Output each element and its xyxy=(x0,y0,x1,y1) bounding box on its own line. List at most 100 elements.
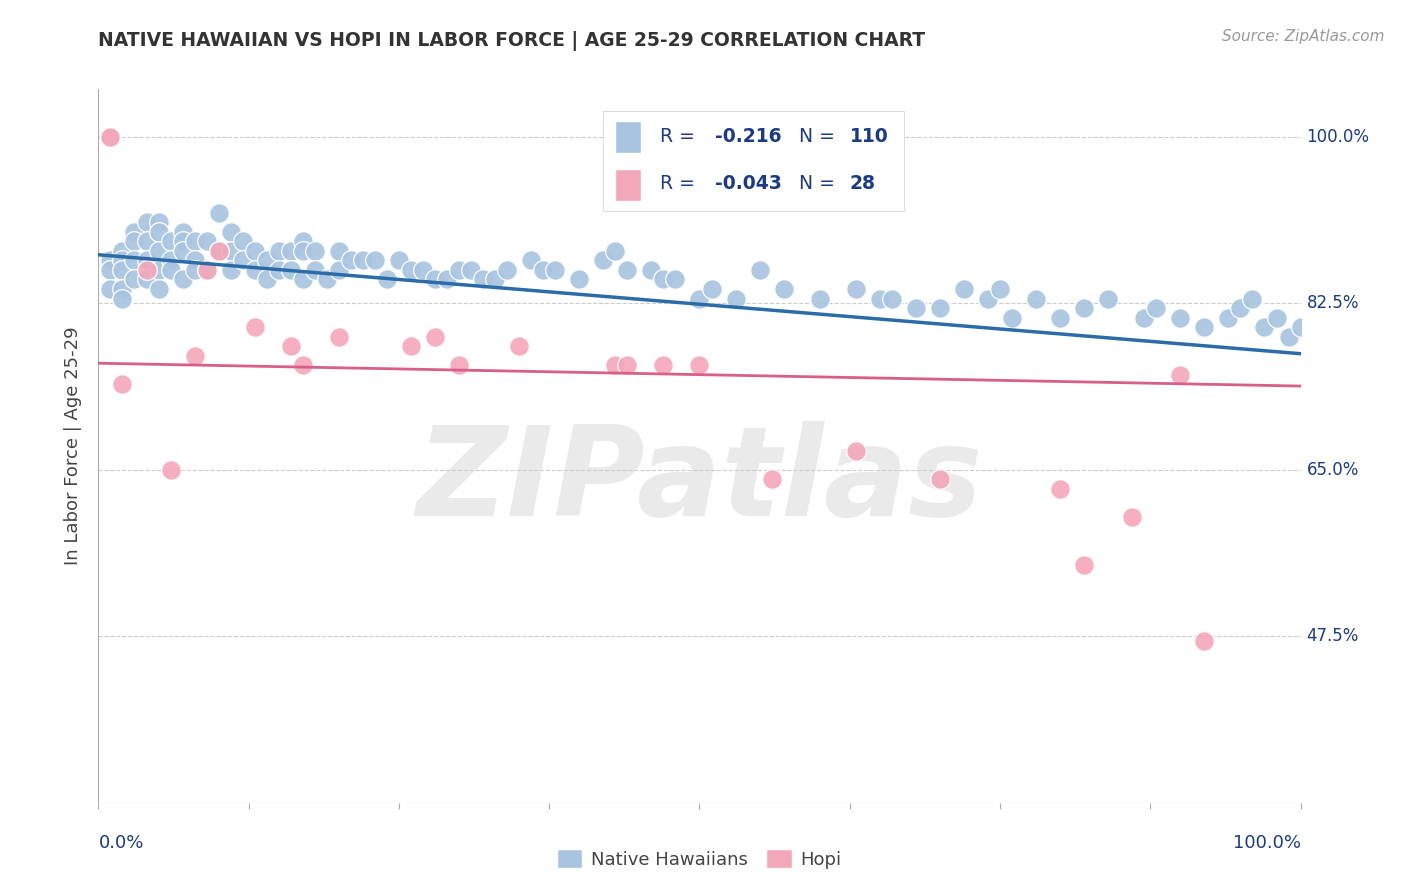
Point xyxy=(399,339,422,353)
Point xyxy=(267,263,290,277)
Point xyxy=(592,253,614,268)
Point xyxy=(1133,310,1156,325)
Point xyxy=(1194,320,1216,334)
Point xyxy=(148,282,170,296)
Point xyxy=(988,282,1011,296)
Point xyxy=(219,244,242,258)
Point xyxy=(508,339,530,353)
Text: 28: 28 xyxy=(849,174,876,193)
Point xyxy=(135,215,157,229)
Point xyxy=(1265,310,1288,325)
Point xyxy=(1073,301,1095,315)
Point xyxy=(135,272,157,286)
Text: 110: 110 xyxy=(849,127,889,145)
Point xyxy=(172,244,194,258)
Point xyxy=(1001,310,1024,325)
Point xyxy=(280,339,302,353)
Point xyxy=(436,272,458,286)
Point xyxy=(423,272,446,286)
Point xyxy=(1170,368,1192,382)
Point xyxy=(869,292,891,306)
Point xyxy=(364,253,387,268)
Point xyxy=(124,225,146,239)
Point xyxy=(111,377,134,392)
Point xyxy=(1144,301,1167,315)
Text: -0.216: -0.216 xyxy=(714,127,782,145)
Point xyxy=(256,253,278,268)
Text: NATIVE HAWAIIAN VS HOPI IN LABOR FORCE | AGE 25-29 CORRELATION CHART: NATIVE HAWAIIAN VS HOPI IN LABOR FORCE |… xyxy=(98,31,925,51)
Point xyxy=(183,253,205,268)
Text: 47.5%: 47.5% xyxy=(1306,627,1360,645)
Text: -0.043: -0.043 xyxy=(714,174,782,193)
Point xyxy=(904,301,927,315)
Point xyxy=(664,272,686,286)
Point xyxy=(761,472,783,486)
Point xyxy=(208,244,231,258)
Point xyxy=(1121,510,1143,524)
Point xyxy=(267,244,290,258)
Point xyxy=(111,263,134,277)
Point xyxy=(1241,292,1264,306)
Text: 0.0%: 0.0% xyxy=(98,834,143,852)
Point xyxy=(1049,482,1071,496)
Bar xyxy=(616,120,641,153)
Text: 65.0%: 65.0% xyxy=(1306,461,1360,479)
Point xyxy=(243,244,266,258)
Point xyxy=(616,263,638,277)
Point xyxy=(652,272,675,286)
Point xyxy=(148,263,170,277)
Point xyxy=(135,263,157,277)
Point xyxy=(183,349,205,363)
Point xyxy=(375,272,398,286)
Point xyxy=(124,272,146,286)
Point xyxy=(208,206,231,220)
Legend: Native Hawaiians, Hopi: Native Hawaiians, Hopi xyxy=(550,842,849,876)
Point xyxy=(172,225,194,239)
Point xyxy=(352,253,374,268)
Point xyxy=(472,272,495,286)
Point xyxy=(520,253,543,268)
Point xyxy=(280,263,302,277)
Point xyxy=(845,282,868,296)
Point xyxy=(484,272,506,286)
Point xyxy=(172,235,194,249)
Point xyxy=(100,282,122,296)
Point xyxy=(315,272,337,286)
Text: 82.5%: 82.5% xyxy=(1306,294,1360,312)
Y-axis label: In Labor Force | Age 25-29: In Labor Force | Age 25-29 xyxy=(65,326,83,566)
Point xyxy=(447,263,470,277)
Point xyxy=(652,358,675,372)
Point xyxy=(111,292,134,306)
Point xyxy=(496,263,519,277)
Point xyxy=(148,244,170,258)
Point xyxy=(304,244,326,258)
Point xyxy=(208,244,231,258)
Point xyxy=(605,358,627,372)
Point xyxy=(280,244,302,258)
Point xyxy=(1049,310,1071,325)
Point xyxy=(100,253,122,268)
Text: Source: ZipAtlas.com: Source: ZipAtlas.com xyxy=(1222,29,1385,44)
Point xyxy=(291,358,314,372)
Point xyxy=(700,282,723,296)
Point xyxy=(195,263,218,277)
Point xyxy=(688,358,710,372)
Point xyxy=(148,215,170,229)
Point xyxy=(640,263,662,277)
Point xyxy=(1253,320,1275,334)
Point xyxy=(183,235,205,249)
Point xyxy=(124,253,146,268)
Point xyxy=(1025,292,1047,306)
Point xyxy=(100,129,122,144)
Point xyxy=(111,253,134,268)
Point xyxy=(124,235,146,249)
Point xyxy=(328,329,350,343)
Point xyxy=(256,272,278,286)
Text: 100.0%: 100.0% xyxy=(1233,834,1301,852)
Point xyxy=(688,292,710,306)
Point xyxy=(616,358,638,372)
Point xyxy=(845,443,868,458)
Point xyxy=(183,263,205,277)
Point xyxy=(232,253,254,268)
Point xyxy=(195,263,218,277)
